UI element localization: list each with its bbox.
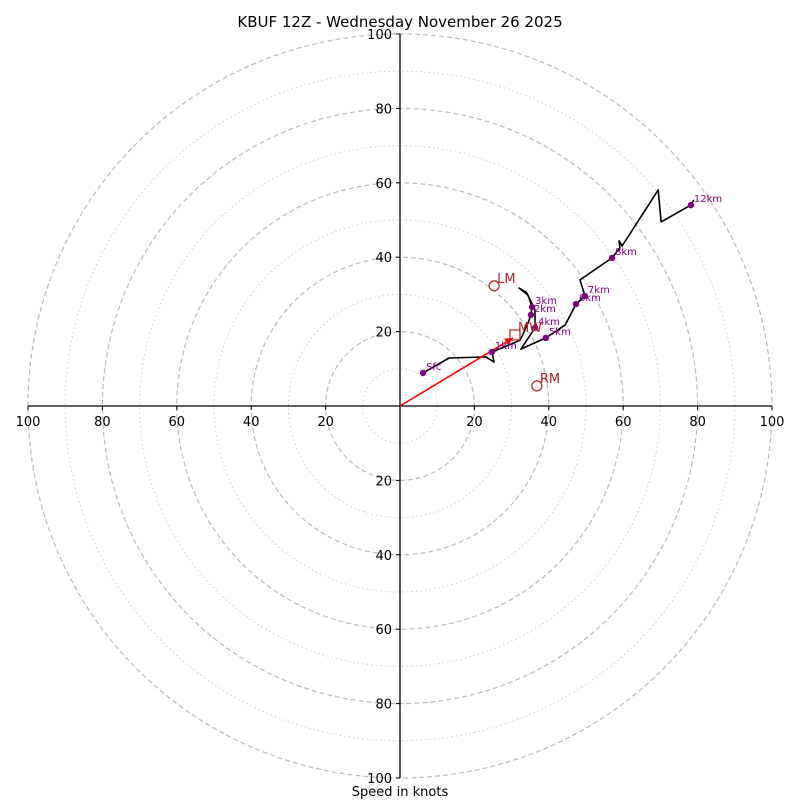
height-label-2km: 2km [534,304,556,315]
height-marker-2km [527,311,535,319]
height-marker-4km [531,324,539,332]
height-label-4km: 4km [538,317,560,328]
shear-vector-line [399,337,514,407]
x-tick-label: 20 [317,415,334,430]
height-label-6km: 6km [579,293,601,304]
x-tick-label: 80 [94,415,111,430]
x-tick-label: 80 [689,415,706,430]
y-tick-label: 80 [375,102,392,117]
hodograph-trace-group [422,189,695,374]
y-tick-label: 20 [375,474,392,489]
x-tick-label: 40 [243,415,260,430]
x-tick-label: 100 [760,415,785,430]
height-label-12km: 12km [694,194,722,205]
y-tick-label: 80 [375,698,392,713]
height-label-8km: 8km [615,247,637,258]
y-tick-label: 100 [367,28,392,43]
height-marker-5km [542,334,550,342]
storm-motion-mw-label: MW [518,321,542,336]
y-tick-label: 60 [375,623,392,638]
height-label-7km: 7km [588,285,610,296]
y-tick-label: 40 [375,549,392,564]
height-label-5km: 5km [549,327,571,338]
chart-title: KBUF 12Z - Wednesday November 26 2025 [237,13,562,31]
x-tick-label: 40 [541,415,558,430]
height-marker-12km [687,201,695,209]
height-label-1km: 1km [495,341,517,352]
storm-motion-markers: LM RM MW [488,272,560,392]
x-tick-label: 100 [16,415,41,430]
x-tick-label: 60 [169,415,186,430]
x-tick-label: 60 [615,415,632,430]
storm-motion-rm-marker [531,380,543,392]
y-tick-label: 20 [375,326,392,341]
y-tick-label: 60 [375,177,392,192]
y-tick-label: 100 [367,772,392,787]
height-marker-3km [528,303,536,311]
storm-motion-mw-marker [509,329,521,341]
storm-motion-lm-label: LM [497,272,515,287]
height-label-sfc: Sfc [426,362,441,373]
x-axis-label: Speed in knots [352,785,449,800]
height-marker-6km [572,300,580,308]
height-marker-7km [581,292,589,300]
height-marker-1km [488,348,496,356]
height-label-3km: 3km [535,296,557,307]
x-tick-label: 20 [466,415,483,430]
storm-motion-rm-label: RM [540,372,560,387]
tick-labels: 100 80 60 40 20 20 40 60 80 100 20 40 60 80 100 20 40 60 8… [16,28,785,787]
height-marker-8km [608,254,616,262]
y-tick-label: 40 [375,251,392,266]
height-marker-sfc [419,369,427,377]
storm-motion-lm-marker [488,280,500,292]
hodograph-trace [422,189,695,374]
